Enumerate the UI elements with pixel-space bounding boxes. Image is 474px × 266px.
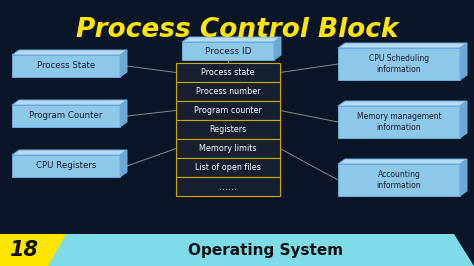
FancyBboxPatch shape — [176, 101, 280, 120]
Polygon shape — [454, 234, 474, 266]
FancyBboxPatch shape — [12, 55, 120, 77]
FancyBboxPatch shape — [176, 177, 280, 196]
Polygon shape — [120, 150, 127, 177]
Polygon shape — [338, 159, 467, 164]
Text: List of open files: List of open files — [195, 163, 261, 172]
Text: Process State: Process State — [37, 61, 95, 70]
Text: Program counter: Program counter — [194, 106, 262, 115]
FancyBboxPatch shape — [176, 158, 280, 177]
FancyBboxPatch shape — [338, 48, 460, 80]
Text: Process ID: Process ID — [205, 47, 251, 56]
Text: Registers: Registers — [210, 125, 246, 134]
Polygon shape — [120, 100, 127, 127]
Text: CPU Scheduling
information: CPU Scheduling information — [369, 54, 429, 74]
FancyBboxPatch shape — [176, 82, 280, 101]
Text: Accounting
information: Accounting information — [377, 170, 421, 190]
Text: ......: ...... — [219, 181, 237, 192]
FancyBboxPatch shape — [176, 139, 280, 158]
Polygon shape — [338, 43, 467, 48]
Text: Memory management
information: Memory management information — [357, 112, 441, 132]
FancyBboxPatch shape — [176, 120, 280, 139]
Text: Operating System: Operating System — [189, 243, 344, 257]
Polygon shape — [274, 37, 281, 60]
FancyBboxPatch shape — [176, 63, 280, 82]
Polygon shape — [338, 101, 467, 106]
Text: CPU Registers: CPU Registers — [36, 161, 96, 171]
Text: Memory limits: Memory limits — [199, 144, 257, 153]
Polygon shape — [48, 234, 66, 266]
FancyBboxPatch shape — [338, 106, 460, 138]
FancyBboxPatch shape — [338, 164, 460, 196]
Text: Process state: Process state — [201, 68, 255, 77]
Polygon shape — [12, 50, 127, 55]
Polygon shape — [120, 50, 127, 77]
Text: Process Control Block: Process Control Block — [76, 17, 398, 43]
Polygon shape — [460, 159, 467, 196]
Polygon shape — [12, 150, 127, 155]
FancyBboxPatch shape — [182, 42, 274, 60]
FancyBboxPatch shape — [12, 155, 120, 177]
FancyBboxPatch shape — [12, 105, 120, 127]
Text: 18: 18 — [9, 240, 38, 260]
Polygon shape — [460, 101, 467, 138]
FancyBboxPatch shape — [0, 234, 48, 266]
Text: Program Counter: Program Counter — [29, 111, 103, 120]
FancyBboxPatch shape — [48, 234, 474, 266]
Polygon shape — [460, 43, 467, 80]
Polygon shape — [182, 37, 281, 42]
Text: Process number: Process number — [196, 87, 260, 96]
Polygon shape — [12, 100, 127, 105]
